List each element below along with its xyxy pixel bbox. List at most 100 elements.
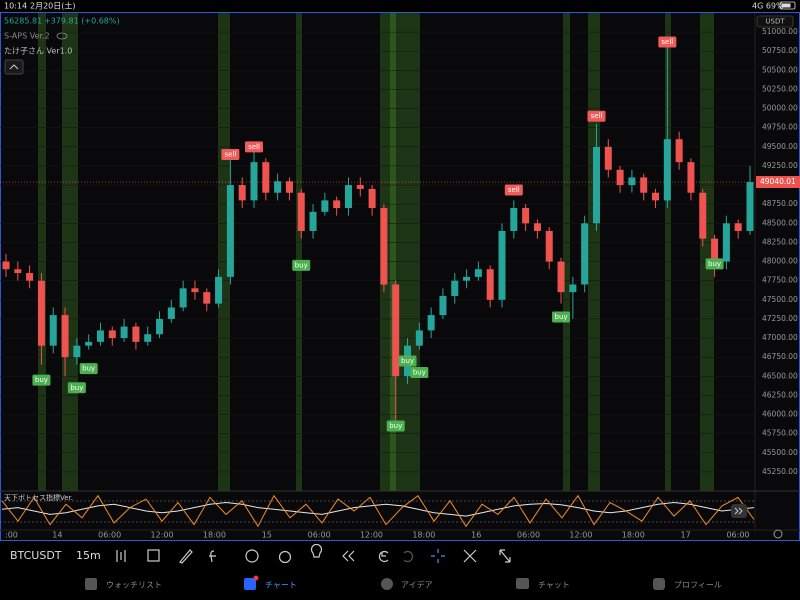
y-tick-label: 46250.00 [762,390,798,399]
y-tick-label: 50250.00 [762,84,798,93]
last-price-label: 49040.01 [760,177,796,186]
candle-body [628,177,636,186]
collapse-button[interactable] [4,59,24,75]
symbol-price: 56285.81 [4,17,42,26]
draw-button[interactable] [179,549,193,564]
oscillator-line [1,501,755,517]
toolbar-symbol[interactable]: BTCUSDT [10,549,62,562]
candle-body [250,162,258,201]
fullscreen-button[interactable] [499,549,511,563]
candle-body [368,188,376,209]
x-tick-label: 06:00 [308,531,331,540]
notification-dot [253,575,259,581]
y-tick-label: 50750.00 [762,46,798,55]
highlight-band [38,13,46,491]
alert-button[interactable] [278,550,292,564]
highlight-band [62,13,78,491]
y-tick-label: 48000.00 [762,257,798,266]
sell-signal [587,110,606,122]
candle-body [297,192,305,231]
status-date: 2月20日(土) [30,1,76,11]
candle-body [734,223,742,231]
x-tick-label: 15 [262,531,272,540]
indicator-name: たけ子さん Ver1.0 [4,47,72,56]
candle-body [557,261,565,293]
toolbar-interval[interactable]: 15m [76,549,101,562]
tab-label[interactable]: アイデア [401,580,433,590]
visibility-icon[interactable] [56,32,68,40]
last-price-badge [756,176,800,189]
candle-body [711,238,719,262]
x-tick-label: 18:00 [412,531,435,540]
compare-button[interactable] [147,549,160,562]
tab-icon [516,578,529,589]
tab-icon [85,578,97,590]
y-tick-label: 45250.00 [762,467,798,476]
candle-body [167,307,175,319]
highlight-band [700,13,714,491]
buy-signal-label: buy [555,313,568,321]
candle-body [640,177,648,193]
buy-signal-label: buy [35,376,48,384]
buy-signal-label: buy [708,260,721,268]
buy-signal-label: buy [413,368,426,376]
buy-signal [79,363,98,375]
candle-body [73,345,81,358]
candle-body [49,315,57,346]
candle-body [439,295,447,316]
candle-body [321,200,329,212]
candle-body [675,139,683,163]
replay-button[interactable] [342,550,355,562]
candle-body [498,230,506,300]
y-tick-label: 48500.00 [762,218,798,227]
candle-body [274,181,282,193]
x-tick-label: 06:00 [98,531,121,540]
candle-body [427,315,435,331]
candle-body [2,261,10,270]
tab-bar [0,570,800,600]
candle-body [663,139,671,201]
x-tick-label: :00 [5,531,18,540]
candle-body [415,330,423,346]
sell-signal-label: sell [661,38,673,46]
buy-signal [386,420,405,432]
y-tick-label: 48750.00 [762,199,798,208]
buy-signal-label: buy [389,422,402,430]
sell-signal [658,36,677,48]
tab-label[interactable]: ウォッチリスト [106,581,162,590]
settings-icon[interactable] [773,529,783,539]
candle-body [474,269,482,277]
highlight-band [296,13,302,491]
buy-signal-label: buy [295,261,308,269]
highlight-bands [38,13,714,491]
tab-label[interactable]: チャート [265,581,297,590]
candle-body [144,334,152,342]
scroll-button[interactable] [731,504,747,518]
tab-label[interactable]: チャット [538,581,570,590]
candle-body [451,280,459,296]
chart-type-button[interactable] [116,550,126,562]
candle-body [191,288,199,293]
crosshair-button[interactable] [431,549,445,563]
y-tick-label: 46500.00 [762,371,798,380]
candle-body [392,284,400,377]
indicator-button[interactable] [209,550,216,563]
idea-button[interactable] [310,543,323,558]
redo-button[interactable] [403,550,414,563]
candle-body [108,330,116,339]
buy-signal [67,382,86,394]
add-button[interactable] [245,549,259,563]
y-tick-label: 47250.00 [762,314,798,323]
undo-button[interactable] [378,550,389,563]
y-tick-label: 47000.00 [762,333,798,342]
candle-body [96,330,104,342]
tab-label[interactable]: プロフィール [674,581,722,590]
candle-body [132,326,140,342]
buy-signal [32,374,51,386]
candle-body [179,288,187,308]
tab-icon [381,578,393,590]
tools-button[interactable] [463,549,477,563]
tab-icon [653,578,665,590]
candle-body [226,185,234,277]
